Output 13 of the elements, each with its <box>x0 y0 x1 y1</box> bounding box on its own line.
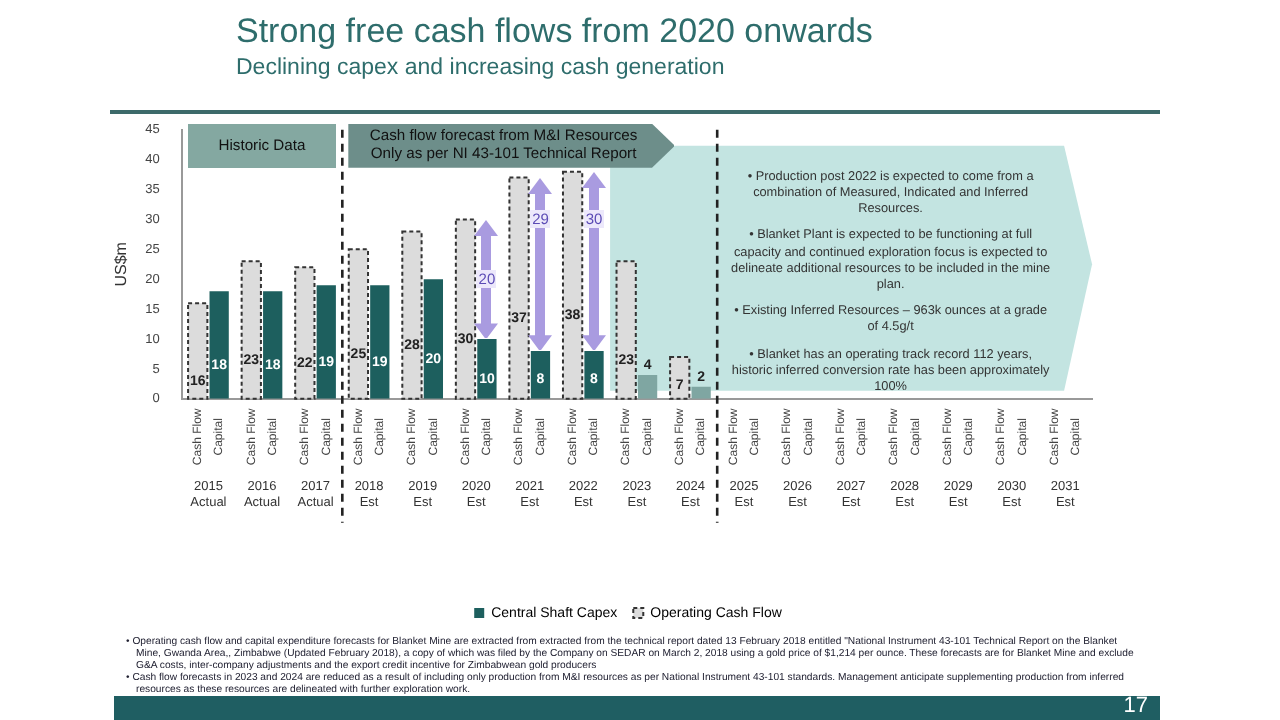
bar <box>209 291 229 399</box>
chart-title: Strong free cash flows from 2020 onwards <box>236 12 873 52</box>
bar <box>691 386 711 399</box>
bar <box>584 350 604 399</box>
y-axis-title: US$m <box>112 241 131 287</box>
bar <box>263 291 283 399</box>
bar <box>530 350 551 399</box>
text: 17 <box>1123 694 1148 718</box>
bar <box>637 374 658 399</box>
bar <box>423 279 444 399</box>
bar <box>316 285 336 399</box>
bar <box>370 285 390 399</box>
chart-subtitle: Declining capex and increasing cash generation <box>236 56 725 80</box>
